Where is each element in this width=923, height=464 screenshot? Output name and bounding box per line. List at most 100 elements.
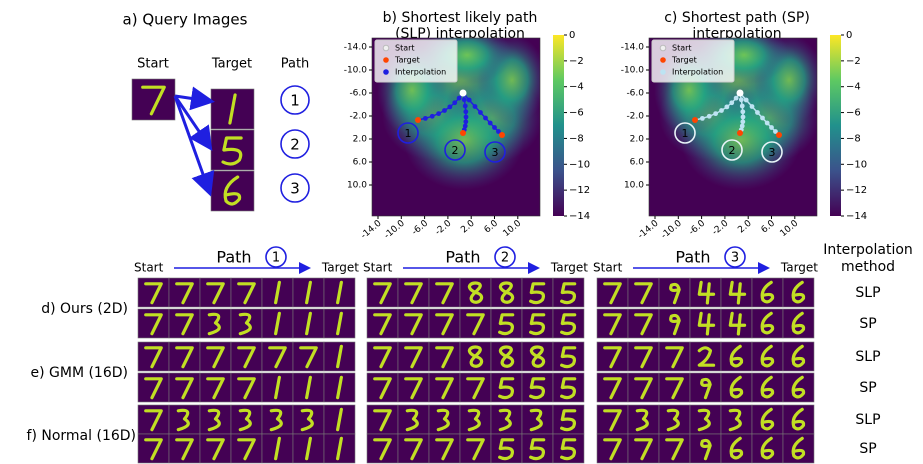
digit-image bbox=[324, 405, 355, 434]
legend-marker bbox=[383, 45, 389, 51]
interp-point bbox=[464, 115, 469, 120]
digit-image bbox=[752, 434, 783, 463]
x-tick-label: 6.0 bbox=[483, 218, 501, 235]
x-tick-label: 10.0 bbox=[502, 218, 524, 239]
digit-image bbox=[169, 309, 200, 338]
start-point bbox=[460, 90, 467, 97]
digit-image bbox=[169, 405, 200, 434]
digit-image bbox=[367, 373, 398, 402]
digit-image bbox=[293, 434, 324, 463]
digit-image bbox=[628, 278, 659, 307]
interp-point bbox=[741, 115, 746, 120]
x-tick-label: -2.0 bbox=[711, 218, 731, 237]
y-tick-label: 10.0 bbox=[347, 181, 367, 191]
interp-point bbox=[744, 98, 749, 103]
row-label: d) Ours (2D) bbox=[41, 301, 128, 317]
digit-image bbox=[324, 342, 355, 371]
digit-image bbox=[721, 342, 752, 371]
colorbar-label: −12 bbox=[569, 185, 590, 196]
digit-image bbox=[659, 434, 690, 463]
x-tick-label: -14.0 bbox=[636, 218, 660, 241]
path-number: 2 bbox=[501, 251, 509, 266]
start-label: Start bbox=[363, 261, 393, 275]
digit-image bbox=[752, 309, 783, 338]
digit-image bbox=[169, 434, 200, 463]
digit-image bbox=[553, 309, 584, 338]
digit-image bbox=[597, 373, 628, 402]
y-tick-label: 10.0 bbox=[624, 181, 644, 191]
digit-image bbox=[132, 79, 175, 120]
legend-label: Start bbox=[672, 44, 692, 53]
digit-image bbox=[597, 309, 628, 338]
method-label: SP bbox=[859, 441, 876, 457]
interp-point bbox=[462, 97, 467, 102]
path-number: 3 bbox=[290, 180, 300, 198]
digit-image bbox=[231, 309, 262, 338]
digit-image bbox=[628, 405, 659, 434]
y-tick-label: -6.0 bbox=[626, 89, 644, 99]
target-point bbox=[415, 117, 421, 123]
target-point bbox=[692, 117, 698, 123]
method-label: SP bbox=[859, 380, 876, 396]
interp-point bbox=[740, 109, 745, 114]
digit-image bbox=[491, 405, 522, 434]
path-label: Path bbox=[281, 57, 310, 72]
digit-image bbox=[138, 434, 169, 463]
y-tick-label: -2.0 bbox=[626, 112, 644, 122]
digit-image bbox=[293, 405, 324, 434]
digit-image bbox=[522, 434, 553, 463]
interp-point bbox=[734, 96, 739, 101]
interp-point bbox=[436, 111, 441, 116]
legend-label: Target bbox=[394, 56, 420, 65]
digit-image bbox=[659, 373, 690, 402]
digit-image bbox=[690, 434, 721, 463]
digit-image bbox=[200, 373, 231, 402]
path-number: 1 bbox=[682, 127, 689, 140]
digit-image bbox=[491, 309, 522, 338]
path-label: Path bbox=[675, 248, 710, 267]
interp-point bbox=[755, 110, 760, 115]
digit-image bbox=[429, 342, 460, 371]
digit-image bbox=[460, 434, 491, 463]
interp-point bbox=[463, 109, 468, 114]
start-point bbox=[737, 90, 744, 97]
legend-marker bbox=[660, 69, 666, 75]
digit-image bbox=[553, 434, 584, 463]
digit-image bbox=[293, 278, 324, 307]
x-tick-label: 10.0 bbox=[779, 218, 801, 239]
x-tick-label: -14.0 bbox=[359, 218, 383, 241]
colorbar-label: −14 bbox=[569, 211, 590, 222]
colorbar-label: −4 bbox=[569, 82, 584, 93]
x-tick-label: 2.0 bbox=[736, 218, 754, 235]
path-number: 2 bbox=[290, 136, 300, 154]
digit-image bbox=[783, 405, 814, 434]
method-label: SLP bbox=[855, 412, 880, 428]
digit-image bbox=[231, 434, 262, 463]
digit-image bbox=[169, 342, 200, 371]
digit-image bbox=[522, 342, 553, 371]
digit-image bbox=[690, 342, 721, 371]
image-bg bbox=[721, 278, 752, 307]
target-point bbox=[737, 130, 743, 136]
interp-point bbox=[760, 116, 765, 121]
digit-image bbox=[293, 373, 324, 402]
start-label: Start bbox=[134, 261, 164, 275]
target-point bbox=[460, 130, 466, 136]
arrow bbox=[175, 96, 209, 191]
interp-point bbox=[750, 104, 755, 109]
digit-image bbox=[783, 373, 814, 402]
target-point bbox=[499, 132, 505, 138]
path-number: 3 bbox=[731, 251, 739, 266]
digit-image bbox=[721, 434, 752, 463]
digit-image bbox=[721, 278, 752, 307]
digit-image bbox=[460, 405, 491, 434]
interp-point bbox=[707, 114, 712, 119]
digit-image bbox=[783, 342, 814, 371]
digit-image bbox=[752, 278, 783, 307]
colorbar-label: −4 bbox=[846, 82, 861, 93]
digit-image bbox=[262, 342, 293, 371]
legend-label: Interpolation bbox=[395, 68, 446, 77]
y-tick-label: 6.0 bbox=[353, 158, 368, 168]
colorbar-label: −12 bbox=[846, 185, 867, 196]
panel-title: a) Query Images bbox=[123, 11, 248, 29]
